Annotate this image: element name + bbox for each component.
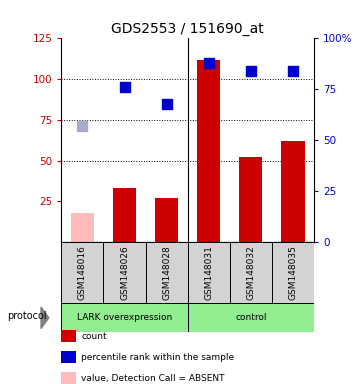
- Bar: [71, 213, 94, 242]
- Bar: [155, 198, 178, 242]
- Text: value, Detection Call = ABSENT: value, Detection Call = ABSENT: [81, 374, 225, 383]
- Text: GSM148031: GSM148031: [204, 245, 213, 300]
- Text: control: control: [235, 313, 267, 322]
- Text: protocol: protocol: [7, 311, 47, 321]
- Bar: [113, 188, 136, 242]
- Point: [164, 101, 170, 107]
- Bar: [104, 242, 145, 303]
- Bar: [61, 303, 188, 332]
- Bar: [239, 157, 262, 242]
- Point: [79, 123, 85, 129]
- Bar: [61, 242, 104, 303]
- Title: GDS2553 / 151690_at: GDS2553 / 151690_at: [111, 22, 264, 36]
- Text: GSM148016: GSM148016: [78, 245, 87, 300]
- Text: LARK overexpression: LARK overexpression: [77, 313, 172, 322]
- Text: percentile rank within the sample: percentile rank within the sample: [81, 353, 234, 362]
- Text: count: count: [81, 332, 107, 341]
- Text: GSM148032: GSM148032: [247, 245, 255, 300]
- Bar: [188, 242, 230, 303]
- Text: GSM148028: GSM148028: [162, 245, 171, 300]
- FancyArrow shape: [41, 307, 49, 329]
- Bar: [197, 60, 220, 242]
- Point: [206, 60, 212, 66]
- Point: [248, 68, 254, 74]
- Bar: [282, 141, 305, 242]
- Text: GSM148026: GSM148026: [120, 245, 129, 300]
- Bar: [145, 242, 188, 303]
- Bar: [188, 303, 314, 332]
- Point: [290, 68, 296, 74]
- Text: GSM148035: GSM148035: [288, 245, 297, 300]
- Bar: [272, 242, 314, 303]
- Point: [122, 84, 127, 90]
- Bar: [230, 242, 272, 303]
